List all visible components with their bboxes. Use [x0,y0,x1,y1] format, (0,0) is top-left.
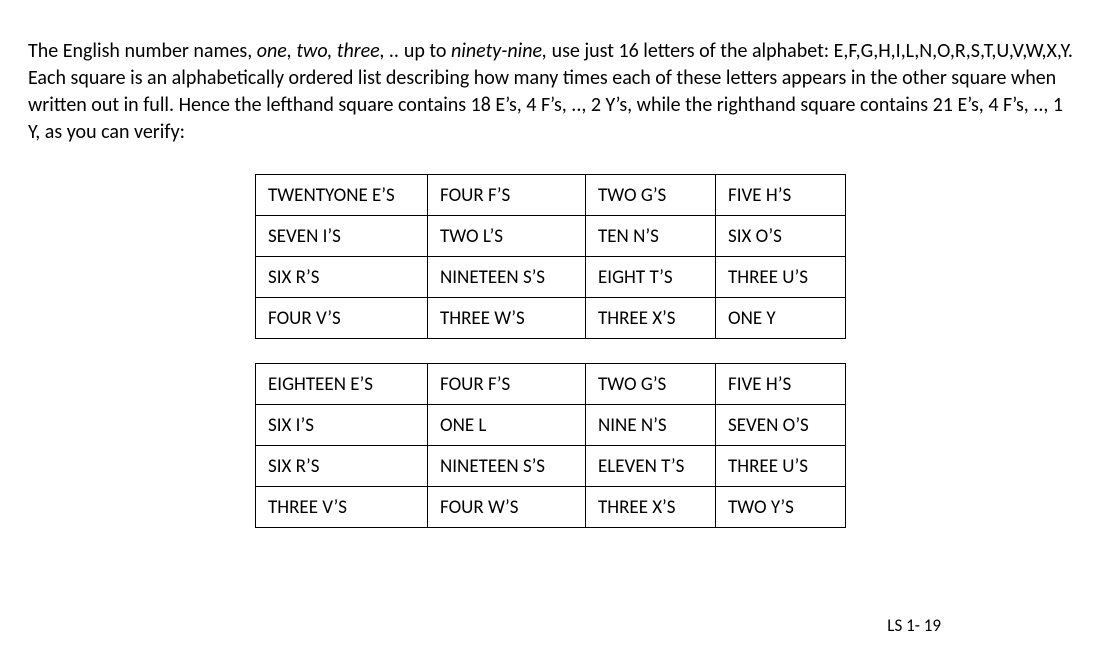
table-row: THREE V’S FOUR W’S THREE X’S TWO Y’S [256,487,846,528]
table-cell: SEVEN O’S [716,405,846,446]
table-cell: THREE X’S [586,487,716,528]
intro-seg2-italic: one, two, three, .. [257,39,400,63]
table-cell: SIX R’S [256,257,428,298]
intro-seg1: The English number names, [28,39,257,63]
table-cell: FOUR F’S [428,175,586,216]
table-cell: TWO G’S [586,175,716,216]
intro-seg4-italic: ninety-nine, [451,39,547,63]
table-cell: FOUR F’S [428,364,586,405]
table-cell: NINETEEN S’S [428,257,586,298]
table-row: SIX R’S NINETEEN S’S EIGHT T’S THREE U’S [256,257,846,298]
table-cell: SIX R’S [256,446,428,487]
table-cell: ONE Y [716,298,846,339]
table-cell: EIGHT T’S [586,257,716,298]
table-cell: TWENTYONE E’S [256,175,428,216]
table-cell: FIVE H’S [716,364,846,405]
table-cell: ELEVEN T’S [586,446,716,487]
table-row: SIX I’S ONE L NINE N’S SEVEN O’S [256,405,846,446]
table-cell: FOUR V’S [256,298,428,339]
table-cell: NINE N’S [586,405,716,446]
table-cell: NINETEEN S’S [428,446,586,487]
table-cell: THREE X’S [586,298,716,339]
table-top: TWENTYONE E’S FOUR F’S TWO G’S FIVE H’S … [255,174,846,339]
page: The English number names, one, two, thre… [0,0,1101,650]
table-cell: THREE U’S [716,257,846,298]
table-cell: FOUR W’S [428,487,586,528]
table-cell: TWO G’S [586,364,716,405]
table-cell: FIVE H’S [716,175,846,216]
intro-paragraph: The English number names, one, two, thre… [28,38,1073,146]
table-cell: THREE V’S [256,487,428,528]
table-row: EIGHTEEN E’S FOUR F’S TWO G’S FIVE H’S [256,364,846,405]
table-cell: ONE L [428,405,586,446]
table-cell: SIX I’S [256,405,428,446]
table-cell: SEVEN I’S [256,216,428,257]
table-bottom: EIGHTEEN E’S FOUR F’S TWO G’S FIVE H’S S… [255,363,846,528]
intro-seg3: up to [399,39,451,63]
table-cell: THREE W’S [428,298,586,339]
footer-label: LS 1- 19 [887,615,941,636]
table-cell: TWO Y’S [716,487,846,528]
table-row: FOUR V’S THREE W’S THREE X’S ONE Y [256,298,846,339]
table-cell: EIGHTEEN E’S [256,364,428,405]
tables-container: TWENTYONE E’S FOUR F’S TWO G’S FIVE H’S … [28,174,1073,528]
table-row: SIX R’S NINETEEN S’S ELEVEN T’S THREE U’… [256,446,846,487]
table-row: SEVEN I’S TWO L’S TEN N’S SIX O’S [256,216,846,257]
table-cell: SIX O’S [716,216,846,257]
table-cell: THREE U’S [716,446,846,487]
table-cell: TWO L’S [428,216,586,257]
table-cell: TEN N’S [586,216,716,257]
table-row: TWENTYONE E’S FOUR F’S TWO G’S FIVE H’S [256,175,846,216]
